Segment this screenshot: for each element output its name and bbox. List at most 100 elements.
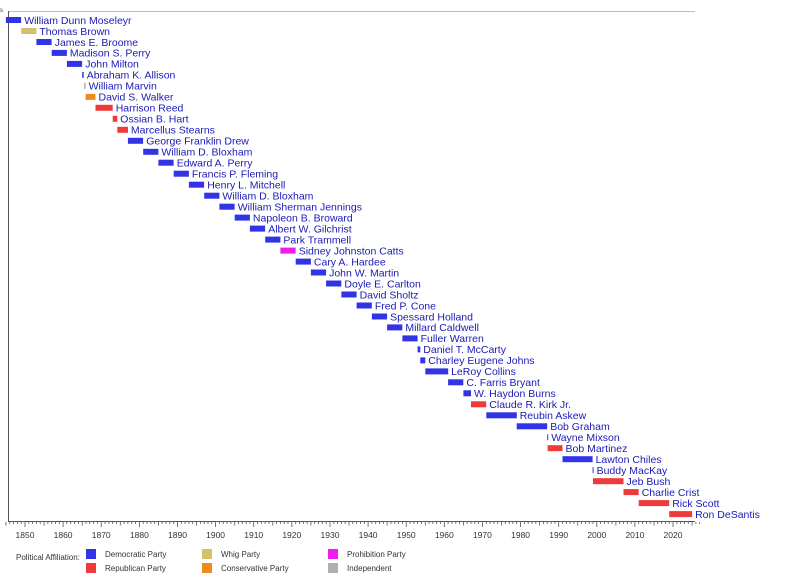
x-tick-label: 1860 xyxy=(54,530,73,540)
x-tick-label: 1930 xyxy=(321,530,340,540)
term-bar xyxy=(280,247,296,254)
legend-label: Independent xyxy=(347,564,392,573)
governor-label: Buddy MacKay xyxy=(597,465,668,477)
term-bar xyxy=(371,313,388,320)
x-tick-label: 1920 xyxy=(282,530,301,540)
governor-label: Francis P. Fleming xyxy=(192,169,278,181)
governor-label: Daniel T. McCarty xyxy=(423,344,506,356)
x-ticks-group: 1850 1860 1870 1880 1890 1900 1910 1920 1930 1940… xyxy=(5,522,701,540)
term-bar xyxy=(638,500,670,507)
legend: Political Affiliation: Democratic Party R… xyxy=(16,549,406,573)
governor-label: Abraham K. Allison xyxy=(87,70,176,82)
governor-label: William Dunn Moseleyr xyxy=(24,15,132,27)
x-tick-label: 2020 xyxy=(664,530,683,540)
governor-label: Lawton Chiles xyxy=(596,454,662,466)
term-bar xyxy=(471,401,487,408)
governor-label: Claude R. Kirk Jr. xyxy=(489,399,571,411)
x-tick-label: 1990 xyxy=(549,530,568,540)
term-bar xyxy=(295,258,311,265)
x-tick-label: 1850 xyxy=(16,530,35,540)
term-bar xyxy=(486,412,517,419)
term-bar xyxy=(158,159,174,166)
governor-label: David Sholtz xyxy=(360,289,419,301)
bars-group xyxy=(5,17,693,518)
governor-label: Henry L. Mitchell xyxy=(207,180,285,192)
term-bar xyxy=(516,423,548,430)
governor-label: Ron DeSantis xyxy=(695,509,760,521)
term-bar xyxy=(85,93,96,100)
term-bar xyxy=(417,346,421,353)
x-tick-label: 1960 xyxy=(435,530,454,540)
governor-label: Albert W. Gilchrist xyxy=(268,223,352,235)
legend-label: Whig Party xyxy=(221,550,260,559)
legend-title: Political Affiliation: xyxy=(16,553,80,562)
term-bar xyxy=(117,126,128,133)
governor-label: Charley Eugene Johns xyxy=(428,355,534,367)
legend-swatch xyxy=(328,549,338,559)
x-tick-label: 1950 xyxy=(397,530,416,540)
term-bar xyxy=(425,368,449,375)
legend-swatch xyxy=(202,549,212,559)
governor-label: William D. Bloxham xyxy=(161,147,252,159)
term-bar xyxy=(623,489,639,496)
governor-label: William D. Bloxham xyxy=(222,191,313,203)
legend-label: Democratic Party xyxy=(105,550,166,559)
legend-label: Republican Party xyxy=(105,564,166,573)
term-bar xyxy=(669,511,693,518)
governor-label: Ossian B. Hart xyxy=(120,114,188,126)
term-bar xyxy=(592,467,594,474)
governor-label: LeRoy Collins xyxy=(451,366,516,378)
term-bar xyxy=(51,49,67,56)
legend-label: Prohibition Party xyxy=(347,550,406,559)
x-tick-label: 1890 xyxy=(168,530,187,540)
governor-label: Cary A. Hardee xyxy=(314,256,386,268)
legend-swatch xyxy=(202,563,212,573)
x-tick-label: 1870 xyxy=(92,530,111,540)
term-bar xyxy=(21,28,37,34)
governor-label: John Milton xyxy=(85,59,139,71)
governor-label: Sidney Johnston Catts xyxy=(299,245,404,257)
governor-label: James E. Broome xyxy=(55,37,139,49)
x-tick-label: 1900 xyxy=(206,530,225,540)
term-bar xyxy=(547,434,549,441)
governor-label: Jeb Bush xyxy=(627,476,671,488)
governor-label: William Sherman Jennings xyxy=(238,202,362,214)
x-tick-label: 2000 xyxy=(587,530,606,540)
governor-label: Charlie Crist xyxy=(642,487,700,499)
legend-label: Conservative Party xyxy=(221,564,289,573)
x-tick-label: 1940 xyxy=(359,530,378,540)
term-bar xyxy=(420,357,426,364)
term-bar xyxy=(562,456,593,463)
term-bar xyxy=(36,39,52,45)
governor-label: John W. Martin xyxy=(329,267,399,279)
term-bar xyxy=(84,82,86,89)
governor-label: Harrison Reed xyxy=(116,103,184,115)
legend-swatch xyxy=(328,563,338,573)
term-bar xyxy=(188,181,205,188)
term-bar xyxy=(95,104,113,111)
term-bar xyxy=(82,71,84,78)
governor-label: Fuller Warren xyxy=(421,333,484,345)
term-bar xyxy=(463,390,471,397)
term-bar xyxy=(356,302,372,309)
governor-label: Thomas Brown xyxy=(39,26,110,38)
term-bar xyxy=(112,115,118,122)
term-bar xyxy=(66,60,83,67)
governor-label: Millard Caldwell xyxy=(405,322,479,334)
governor-label: Wayne Mixson xyxy=(551,432,620,444)
x-tick-label: 2010 xyxy=(625,530,644,540)
governor-label: Madison S. Perry xyxy=(70,48,151,60)
term-bar xyxy=(219,203,235,210)
governor-label: Reubin Askew xyxy=(520,410,587,422)
term-bar xyxy=(173,170,189,177)
term-bar xyxy=(547,445,563,452)
term-bar xyxy=(402,335,418,342)
governor-label: W. Haydon Burns xyxy=(474,388,556,400)
governor-label: Napoleon B. Broward xyxy=(253,212,353,224)
corner-label: s xyxy=(0,8,3,14)
term-bar xyxy=(249,225,266,232)
legend-swatch xyxy=(86,549,96,559)
governor-label: Bob Graham xyxy=(550,421,610,433)
governor-label: David S. Walker xyxy=(99,92,174,104)
